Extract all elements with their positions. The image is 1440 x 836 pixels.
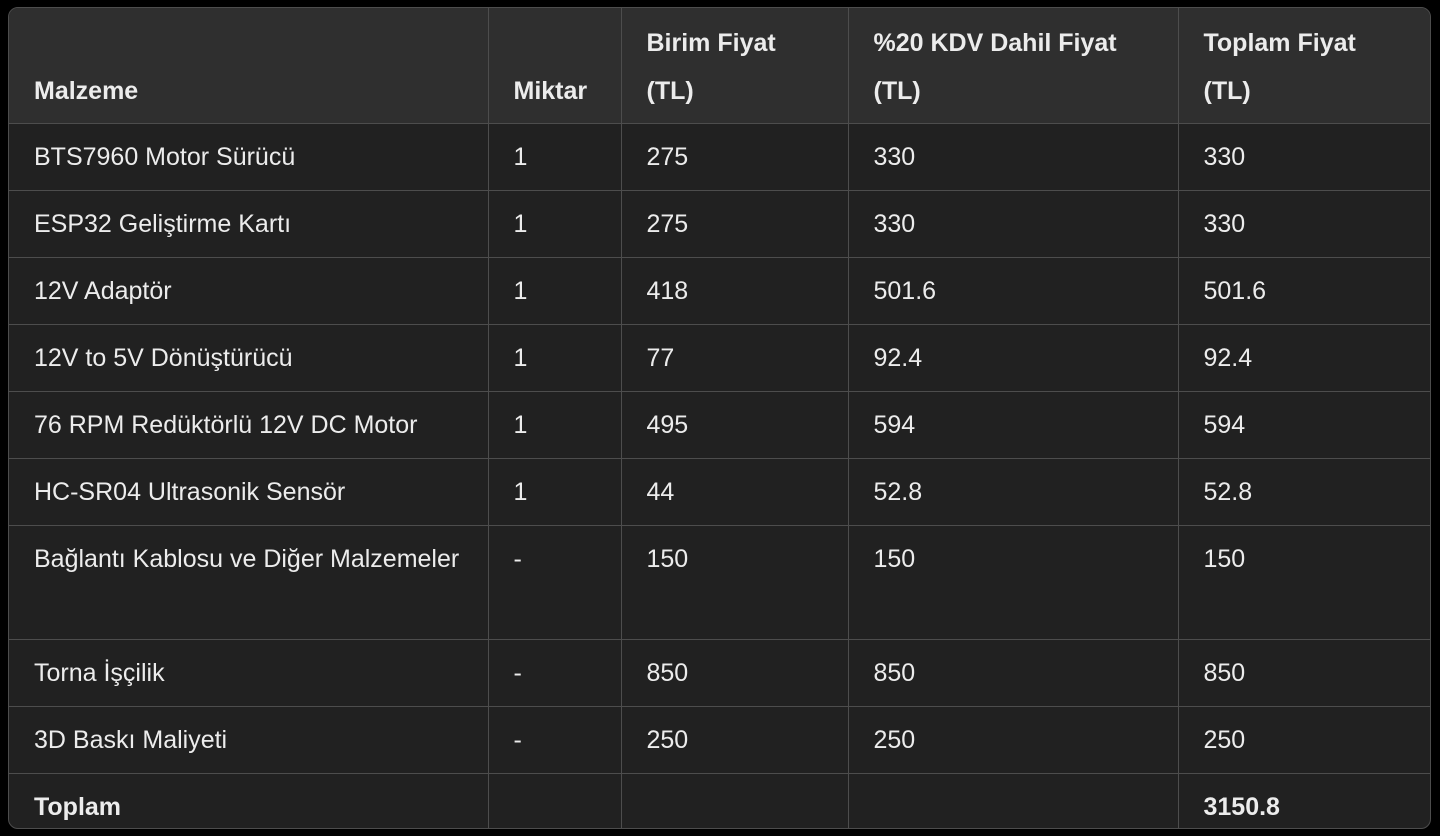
cell-kdv-dahil-fiyat: 330	[848, 190, 1179, 258]
cell-kdv-dahil-fiyat: 92.4	[848, 324, 1179, 392]
table-row: Bağlantı Kablosu ve Diğer Malzemeler - 1…	[9, 525, 1430, 640]
header-text: Malzeme	[34, 76, 139, 105]
cell-malzeme: 3D Baskı Maliyeti	[9, 706, 489, 774]
cell-birim-fiyat: 250	[621, 706, 849, 774]
cell-toplam-fiyat: 501.6	[1178, 257, 1430, 325]
cell-kdv-dahil-fiyat: 330	[848, 123, 1179, 191]
cell-miktar: -	[488, 639, 622, 707]
cell-kdv-dahil-fiyat: 150	[848, 525, 1179, 640]
header-unit: (TL)	[646, 76, 694, 105]
cell-malzeme: 12V to 5V Dönüştürücü	[9, 324, 489, 392]
cell-malzeme: 76 RPM Redüktörlü 12V DC Motor	[9, 391, 489, 459]
cell-toplam-fiyat: 594	[1178, 391, 1430, 459]
table-body: BTS7960 Motor Sürücü 1 275 330 330 ESP32…	[9, 123, 1430, 828]
cell-toplam-fiyat: 850	[1178, 639, 1430, 707]
header-text: %20 KDV Dahil Fiyat	[873, 28, 1117, 57]
table-row: BTS7960 Motor Sürücü 1 275 330 330	[9, 123, 1430, 191]
cell-kdv-dahil-fiyat: 250	[848, 706, 1179, 774]
cell-miktar	[488, 773, 622, 828]
cell-birim-fiyat: 850	[621, 639, 849, 707]
cell-toplam-fiyat: 330	[1178, 190, 1430, 258]
header-text: Toplam Fiyat	[1203, 28, 1356, 57]
cell-malzeme: ESP32 Geliştirme Kartı	[9, 190, 489, 258]
cell-kdv-dahil-fiyat: 52.8	[848, 458, 1179, 526]
cell-kdv-dahil-fiyat: 594	[848, 391, 1179, 459]
table-row: 76 RPM Redüktörlü 12V DC Motor 1 495 594…	[9, 391, 1430, 459]
cell-birim-fiyat: 44	[621, 458, 849, 526]
header-kdv-dahil-fiyat: %20 KDV Dahil Fiyat (TL)	[848, 8, 1179, 124]
cell-malzeme: 12V Adaptör	[9, 257, 489, 325]
cell-malzeme: Bağlantı Kablosu ve Diğer Malzemeler	[9, 525, 489, 640]
cell-malzeme: Torna İşçilik	[9, 639, 489, 707]
cost-table-container: Malzeme Miktar Birim Fiyat (TL) %20 KDV D…	[8, 7, 1431, 829]
header-toplam-fiyat: Toplam Fiyat (TL)	[1178, 8, 1430, 124]
table-row: 3D Baskı Maliyeti - 250 250 250	[9, 706, 1430, 774]
cell-miktar: 1	[488, 458, 622, 526]
header-unit: (TL)	[1203, 76, 1251, 105]
cell-birim-fiyat: 418	[621, 257, 849, 325]
cell-birim-fiyat: 150	[621, 525, 849, 640]
cell-malzeme: HC-SR04 Ultrasonik Sensör	[9, 458, 489, 526]
table-row: ESP32 Geliştirme Kartı 1 275 330 330	[9, 190, 1430, 258]
cell-malzeme: BTS7960 Motor Sürücü	[9, 123, 489, 191]
cell-miktar: 1	[488, 391, 622, 459]
cell-total-value: 3150.8	[1203, 792, 1280, 821]
table-row: 12V to 5V Dönüştürücü 1 77 92.4 92.4	[9, 324, 1430, 392]
cell-total-label: Toplam	[9, 773, 489, 828]
cost-table: Malzeme Miktar Birim Fiyat (TL) %20 KDV D…	[9, 8, 1430, 828]
cell-miktar: 1	[488, 190, 622, 258]
cell-toplam-fiyat: 52.8	[1178, 458, 1430, 526]
table-row: HC-SR04 Ultrasonik Sensör 1 44 52.8 52.8	[9, 458, 1430, 526]
cell-miktar: -	[488, 706, 622, 774]
cell-miktar: 1	[488, 257, 622, 325]
table-header: Malzeme Miktar Birim Fiyat (TL) %20 KDV D…	[9, 8, 1430, 124]
cell-miktar: -	[488, 525, 622, 640]
cell-birim-fiyat: 77	[621, 324, 849, 392]
header-unit: (TL)	[873, 76, 921, 105]
header-text: Miktar	[513, 76, 588, 105]
cell-toplam-fiyat: 150	[1178, 525, 1430, 640]
cell-kdv-dahil-fiyat: 850	[848, 639, 1179, 707]
cell-birim-fiyat: 275	[621, 190, 849, 258]
header-birim-fiyat: Birim Fiyat (TL)	[621, 8, 849, 124]
cell-toplam-fiyat: 92.4	[1178, 324, 1430, 392]
header-malzeme: Malzeme	[9, 8, 489, 124]
header-text: Birim Fiyat	[646, 28, 776, 57]
cell-kdv-dahil-fiyat: 501.6	[848, 257, 1179, 325]
table-row: Torna İşçilik - 850 850 850	[9, 639, 1430, 707]
cell-toplam-fiyat: 250	[1178, 706, 1430, 774]
cell-miktar: 1	[488, 123, 622, 191]
header-miktar: Miktar	[488, 8, 622, 124]
table-row: 12V Adaptör 1 418 501.6 501.6	[9, 257, 1430, 325]
cell-birim-fiyat: 275	[621, 123, 849, 191]
cell-toplam-fiyat: 330	[1178, 123, 1430, 191]
cell-miktar: 1	[488, 324, 622, 392]
cell-birim-fiyat: 495	[621, 391, 849, 459]
cell-birim-fiyat	[621, 773, 849, 828]
total-row: Toplam 3150.8	[9, 773, 1430, 828]
header-row: Malzeme Miktar Birim Fiyat (TL) %20 KDV D…	[9, 8, 1430, 124]
cell-kdv-dahil-fiyat	[848, 773, 1179, 828]
